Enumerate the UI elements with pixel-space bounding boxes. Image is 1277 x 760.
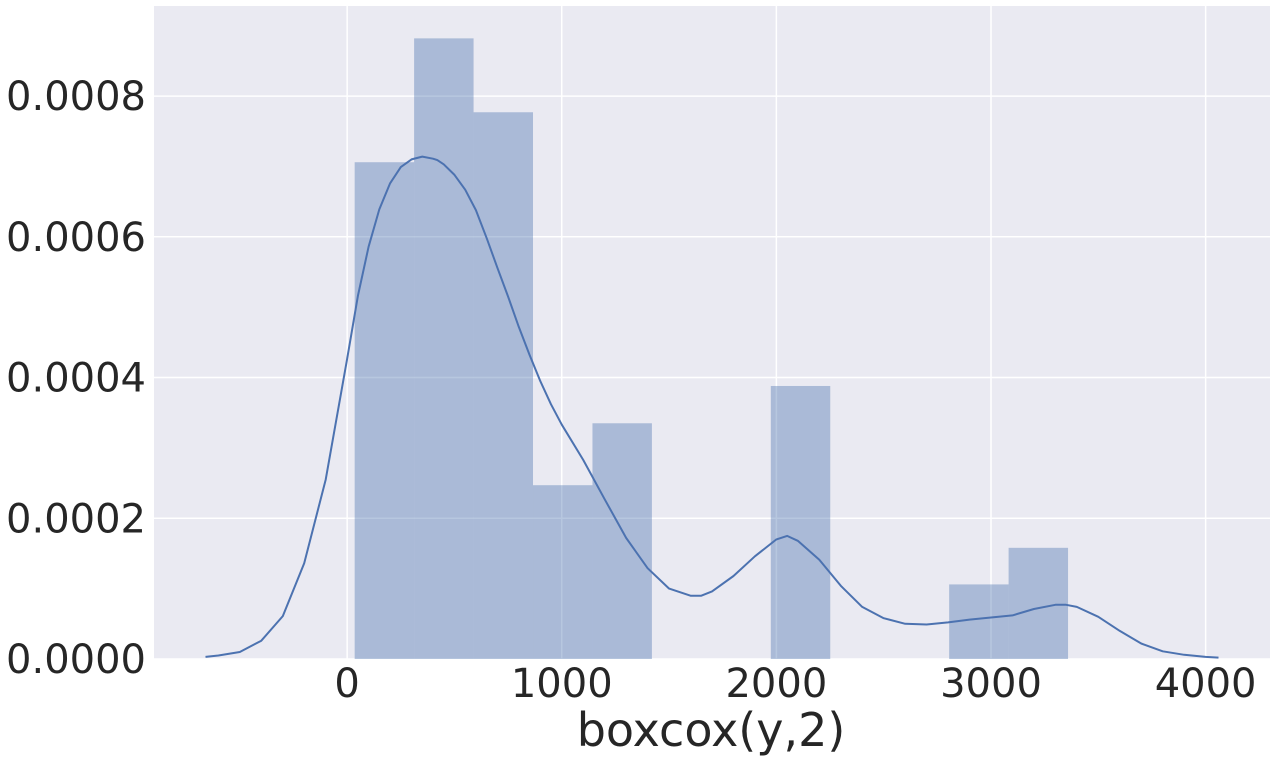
y-tick-labels: 0.0000 0.0002 0.0004 0.0006 0.0008 <box>6 74 146 683</box>
x-tick-label: 2000 <box>725 661 827 707</box>
histogram-bar <box>414 38 474 660</box>
kde-line <box>205 155 1219 659</box>
histogram-bar <box>473 112 534 659</box>
y-gridlines <box>154 95 1270 660</box>
y-tick-label: 0.0000 <box>6 637 146 683</box>
histogram-bar <box>770 385 831 659</box>
histogram-bars <box>354 38 1069 660</box>
histogram-bar <box>354 162 415 659</box>
histogram-bar <box>592 423 652 659</box>
y-tick-label: 0.0006 <box>6 215 146 261</box>
x-tick-labels: 0 1000 2000 3000 4000 <box>334 661 1256 707</box>
histogram-bar <box>1008 547 1069 659</box>
x-tick-label: 3000 <box>940 661 1042 707</box>
x-tick-label: 1000 <box>511 661 613 707</box>
plot-area <box>154 6 1270 659</box>
x-tick-label: 4000 <box>1155 661 1257 707</box>
x-gridlines <box>346 6 1207 659</box>
x-axis-title: boxcox(y,2) <box>577 703 846 757</box>
y-tick-label: 0.0008 <box>6 74 146 120</box>
y-tick-label: 0.0004 <box>6 356 146 402</box>
y-tick-label: 0.0002 <box>6 496 146 542</box>
x-tick-label: 0 <box>334 661 359 707</box>
histogram-bar <box>533 485 593 659</box>
